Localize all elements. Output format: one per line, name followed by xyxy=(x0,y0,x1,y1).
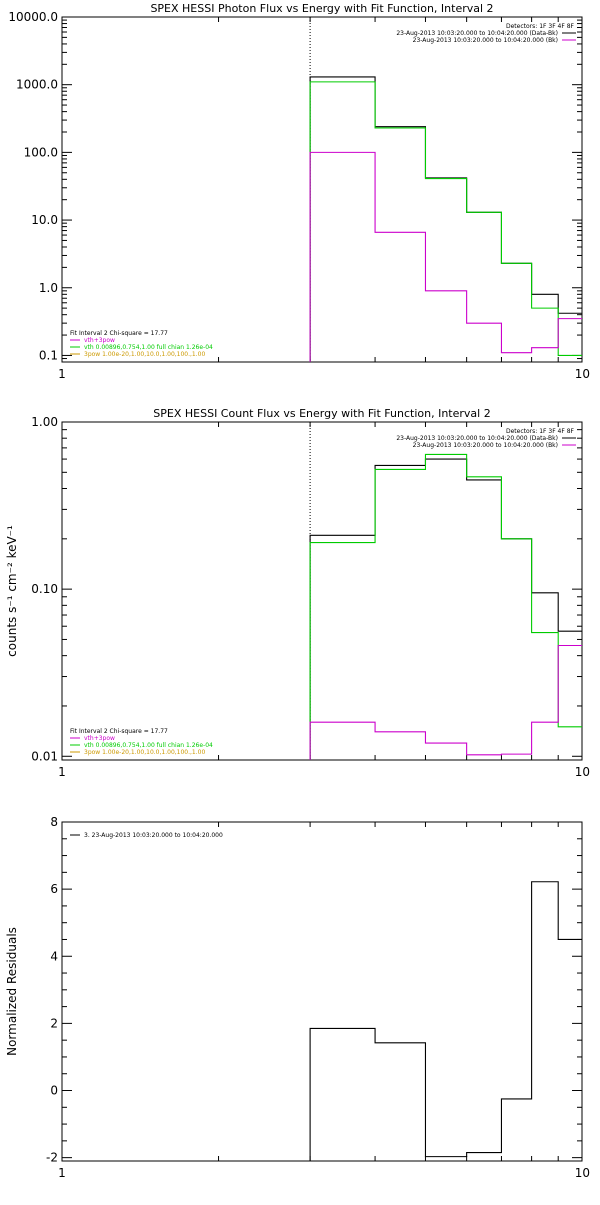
y-tick-label: 4 xyxy=(50,949,58,963)
y-tick-label: -2 xyxy=(46,1151,58,1165)
plot-frame xyxy=(61,16,583,363)
legend-entry: Fit Interval 2 Chi-square = 17.77 xyxy=(70,728,168,735)
legend-entry: Detectors: 1F 3F 4F 8F xyxy=(506,23,575,30)
y-tick-label: 0.01 xyxy=(31,749,58,763)
x-tick-label: 10 xyxy=(575,765,590,779)
y-tick-label: 6 xyxy=(50,882,58,896)
legend-entry: vth+3pow xyxy=(84,735,115,742)
y-axis-label: counts s⁻¹ cm⁻² keV⁻¹ xyxy=(5,525,19,657)
legend-entry: 23-Aug-2013 10:03:20.000 to 10:04:20.000… xyxy=(396,435,558,442)
x-tick-label: 1 xyxy=(58,367,66,381)
plot-frame xyxy=(61,821,583,1162)
series-line-3 xyxy=(309,644,582,760)
legend-entry: 3pow 1.00e-20,1.00,10.0,1.00,100.,1.00 xyxy=(84,351,205,358)
x-tick-label: 10 xyxy=(575,1166,590,1180)
legend-entry: Detectors: 1F 3F 4F 8F xyxy=(506,428,575,435)
y-tick-label: 0.1 xyxy=(39,348,58,362)
legend-entry: 23-Aug-2013 10:03:20.000 to 10:04:20.000… xyxy=(413,37,558,44)
y-tick-label: 10000.0 xyxy=(8,10,58,24)
legend-entry: 23-Aug-2013 10:03:20.000 to 10:04:20.000… xyxy=(396,30,558,37)
chart-panel-2: SPEX HESSI Count Flux vs Energy with Fit… xyxy=(5,407,590,779)
legend-entry: 3pow 1.00e-20,1.00,10.0,1.00,100.,1.00 xyxy=(84,749,205,756)
y-tick-label: 0 xyxy=(50,1084,58,1098)
y-tick-label: 0.10 xyxy=(31,582,58,596)
y-tick-label: 8 xyxy=(50,815,58,829)
legend-entry: Fit Interval 2 Chi-square = 17.77 xyxy=(70,330,168,337)
x-tick-label: 1 xyxy=(58,765,66,779)
legend-entry: vth 0.00896,0.754,1.00 full chian 1.26e-… xyxy=(84,344,213,351)
y-tick-label: 1.00 xyxy=(31,415,58,429)
y-tick-label: 1000.0 xyxy=(16,78,58,92)
chart-title: SPEX HESSI Count Flux vs Energy with Fit… xyxy=(153,407,490,420)
x-tick-label: 1 xyxy=(58,1166,66,1180)
x-tick-label: 10 xyxy=(575,367,590,381)
legend-entry: vth+3pow xyxy=(84,337,115,344)
legend-entry: 3. 23-Aug-2013 10:03:20.000 to 10:04:20.… xyxy=(84,832,223,839)
series-line-2 xyxy=(309,453,582,760)
y-tick-label: 1.0 xyxy=(39,281,58,295)
chart-title: SPEX HESSI Photon Flux vs Energy with Fi… xyxy=(150,2,493,15)
chart-panel-1: SPEX HESSI Photon Flux vs Energy with Fi… xyxy=(8,2,590,381)
legend-entry: 23-Aug-2013 10:03:20.000 to 10:04:20.000… xyxy=(413,442,558,449)
plot-frame xyxy=(61,421,583,761)
y-tick-label: 10.0 xyxy=(31,213,58,227)
series-line-3 xyxy=(309,151,582,362)
series-line-1 xyxy=(309,881,582,1161)
chart-panel-3: Normalized Residuals 1 10 -2 0 2 4 6 8 3. 23-Aug-… xyxy=(5,815,590,1180)
y-tick-label: 100.0 xyxy=(24,145,58,159)
y-tick-label: 2 xyxy=(50,1016,58,1030)
series-line-2 xyxy=(309,81,582,362)
y-axis-label: Normalized Residuals xyxy=(5,927,19,1056)
legend-entry: vth 0.00896,0.754,1.00 full chian 1.26e-… xyxy=(84,742,213,749)
